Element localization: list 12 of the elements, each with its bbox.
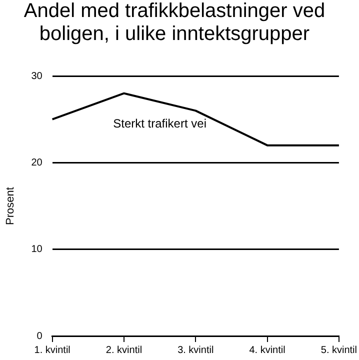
y-tick-label: 30 [31, 70, 43, 82]
x-tick-label: 4. kvintil [249, 344, 286, 356]
y-axis-title: Prosent [4, 187, 17, 225]
series-label: Sterkt trafikert vei [113, 116, 206, 130]
chart-title: Andel med trafikkbelastninger ved boligen, i ulike inntektsgrupper [24, 0, 326, 46]
x-tick-label: 2. kvintil [106, 344, 142, 356]
y-tick-label: 0 [36, 330, 43, 342]
x-tick-label: 3. kvintil [178, 344, 214, 356]
y-tick-label: 20 [31, 157, 43, 168]
y-tick-label: 10 [31, 244, 43, 256]
x-tick-label: 1. kvintil [34, 344, 70, 356]
x-tick-label: 5. kvintil [320, 344, 357, 356]
